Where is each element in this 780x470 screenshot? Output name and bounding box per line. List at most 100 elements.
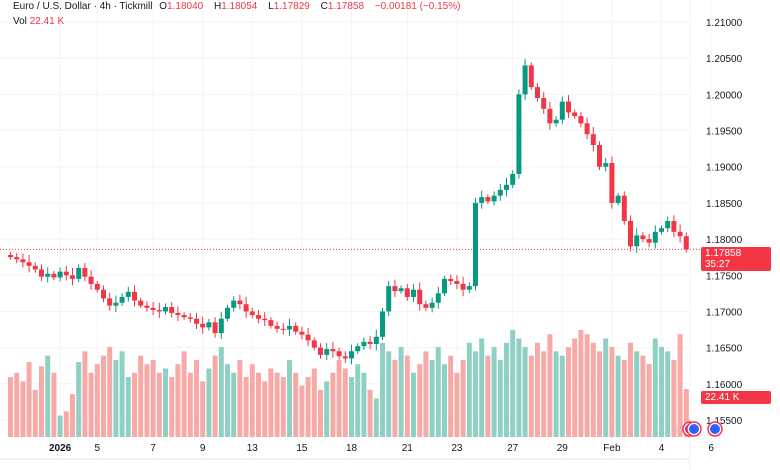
open-value: 1.18040: [167, 1, 204, 12]
volume-bar: [584, 334, 590, 437]
volume-bar: [39, 366, 44, 437]
candle-body: [460, 283, 466, 290]
time-tick-label: 5: [95, 443, 101, 454]
volume-legend: Vol 22.41 K: [13, 16, 64, 28]
bar-countdown: 35:27: [705, 259, 731, 270]
volume-bar: [386, 351, 392, 437]
volume-bar: [429, 359, 435, 437]
volume-bar: [516, 338, 522, 437]
candle-body: [454, 281, 460, 284]
price-tick-label: 1.19500: [706, 127, 743, 138]
volume-bar: [404, 355, 410, 437]
time-tick-label: 23: [451, 443, 463, 454]
volume-bar: [63, 411, 69, 437]
candle-body: [386, 286, 392, 312]
volume-bar: [535, 342, 540, 437]
volume-bar: [522, 347, 528, 437]
close-value: 1.17858: [327, 1, 365, 12]
time-tick-label: Feb: [603, 443, 621, 454]
volume-bar: [497, 359, 503, 437]
volume-bar: [652, 338, 658, 437]
candle-body: [609, 163, 615, 203]
economic-event-icon[interactable]: [707, 421, 723, 437]
volume-bar: [237, 359, 243, 437]
volume-bar: [342, 368, 348, 437]
volume-bar: [553, 351, 559, 437]
candle-body: [113, 302, 119, 306]
candle-body: [621, 195, 627, 221]
time-tick-label: 7: [150, 443, 156, 454]
volume-tag: 22.41 K: [701, 391, 771, 404]
volume-bar: [324, 381, 330, 437]
time-tick-label: 9: [200, 443, 206, 454]
candle-body: [200, 323, 206, 328]
volume-bar: [287, 359, 292, 437]
candle-body: [423, 304, 429, 308]
candle-body: [547, 108, 553, 124]
volume-bar: [144, 364, 150, 437]
candle-body: [187, 317, 193, 319]
volume-bar: [249, 364, 255, 437]
time-tick-label: 6: [708, 443, 714, 454]
open-label: O: [159, 1, 168, 12]
candle-body: [212, 322, 218, 334]
volume-bar: [590, 342, 596, 437]
volume-bar: [559, 355, 565, 437]
volume-bar: [671, 359, 677, 437]
volume-bar: [231, 372, 237, 437]
time-tick-label: 27: [507, 443, 519, 454]
volume-bar: [187, 372, 193, 437]
candle-body: [646, 239, 652, 243]
volume-bar: [578, 329, 584, 437]
volume-bar: [101, 355, 106, 437]
volume-bar: [454, 372, 460, 437]
volume-bar: [392, 359, 398, 437]
candle-body: [287, 325, 292, 330]
volume-bar: [442, 364, 447, 437]
price-tick-label: 1.19000: [706, 163, 743, 174]
volume-bar: [119, 351, 125, 437]
volume-bar: [628, 342, 633, 437]
candle-body: [63, 271, 69, 276]
candle-body: [429, 302, 435, 308]
candle-body: [76, 268, 82, 279]
price-tick-label: 1.18000: [706, 235, 743, 246]
candle-body: [349, 351, 354, 359]
candle-body: [491, 195, 497, 202]
candle-body: [8, 254, 13, 258]
volume-bar: [175, 364, 181, 437]
candle-body: [342, 356, 348, 359]
volume-bar: [311, 368, 317, 437]
volume-bar: [14, 372, 20, 437]
volume-bar: [225, 364, 230, 437]
candle-body: [380, 311, 385, 337]
low-value: 1.17829: [273, 1, 310, 12]
candle-body: [194, 318, 199, 324]
volume-bar: [200, 381, 206, 437]
volume-bar: [57, 415, 63, 437]
volume-value: 22.41 K: [29, 16, 65, 27]
candle-body: [541, 97, 547, 109]
volume-bar: [280, 377, 286, 437]
volume-bar: [572, 338, 578, 437]
volume-bar: [212, 355, 218, 437]
candle-body: [88, 276, 94, 284]
price-tick-label: 1.20500: [706, 54, 743, 65]
volume-bar: [677, 334, 683, 437]
candle-body: [324, 349, 330, 355]
volume-bar: [609, 347, 615, 437]
volume-bar: [20, 381, 26, 437]
volume-bar: [528, 355, 534, 437]
volume-bar: [262, 381, 268, 437]
candle-body: [45, 273, 51, 277]
candle-body: [615, 195, 621, 203]
price-tick-label: 1.17500: [706, 271, 743, 282]
economic-event-icon[interactable]: [686, 421, 702, 437]
price-tick-label: 1.15500: [706, 416, 743, 427]
candle-body: [572, 112, 578, 117]
volume-bar: [597, 351, 602, 437]
volume-bar: [466, 342, 472, 437]
candle-body: [132, 291, 137, 301]
price-tick-label: 1.20000: [706, 90, 743, 101]
